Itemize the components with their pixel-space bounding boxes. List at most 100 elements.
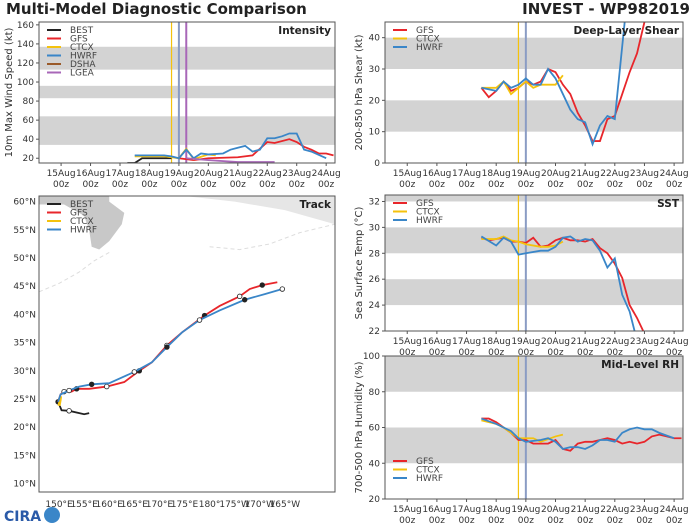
x-tick-hour: 00z (289, 180, 305, 190)
panel-title: Intensity (278, 25, 331, 37)
x-tick-label: 24Aug 00z (660, 337, 689, 358)
x-tick-hour: 00z (399, 180, 415, 190)
figure-title: Multi-Model Diagnostic Comparison (6, 0, 307, 18)
x-tick-label: 19Aug 00z (511, 169, 540, 190)
series-gfs (480, 22, 646, 142)
track-point-gfs (236, 293, 243, 300)
series-lgea (186, 157, 275, 163)
legend-label-gfs: GFS (416, 26, 434, 36)
x-tick-label: 22Aug 00z (600, 169, 629, 190)
x-tick-date: 18Aug (482, 169, 511, 179)
series-hwrf (481, 22, 626, 147)
legend-label-ctcx: CTCX (70, 217, 94, 227)
x-tick-date: 17Aug (452, 337, 481, 347)
x-tick-label: 19Aug 00z (511, 505, 540, 525)
y-tick-label: 45°N (13, 282, 36, 292)
track-point-hwrf (131, 369, 138, 375)
x-tick-label: 23Aug 00z (282, 169, 311, 190)
y-tick-label: 20 (369, 96, 381, 106)
x-tick-date: 16Aug (422, 505, 451, 515)
series-ctcx (481, 235, 564, 248)
x-tick-hour: 00z (259, 180, 275, 190)
x-tick-date: 17Aug (105, 169, 134, 179)
series-hwrf (134, 132, 327, 160)
y-tick-label: 160 (17, 21, 34, 31)
y-tick-label: 60 (369, 424, 381, 434)
x-tick-hour: 00z (53, 180, 69, 190)
x-tick-hour: 00z (607, 348, 623, 358)
x-tick-label: 24Aug 00z (312, 169, 341, 190)
series-hwrf (480, 235, 636, 331)
x-tick-label: 22Aug 00z (600, 505, 629, 525)
legend-label-hwrf: HWRF (416, 43, 443, 53)
track-point-hwrf (279, 286, 286, 292)
x-tick-label: 24Aug 00z (660, 505, 689, 525)
x-tick-date: 16Aug (422, 169, 451, 179)
x-tick-hour: 00z (200, 180, 216, 190)
x-tick-label: 19Aug 00z (164, 169, 193, 190)
track-point-hwrf (88, 381, 95, 388)
x-tick-date: 22Aug (253, 169, 282, 179)
y-tick-label: 25°N (13, 395, 36, 405)
x-tick-date: 19Aug (511, 505, 540, 515)
x-tick-label: 15Aug 00z (47, 169, 76, 190)
x-tick-date: 23Aug (630, 337, 659, 347)
x-tick-date: 15Aug (393, 505, 422, 515)
y-tick-label: 20 (23, 154, 35, 164)
x-tick-label: 180° (199, 500, 221, 510)
x-tick-date: 15Aug (393, 169, 422, 179)
plot-area (385, 195, 683, 331)
plot-frame (38, 21, 336, 164)
x-tick-hour: 00z (607, 516, 623, 525)
x-tick-date: 21Aug (223, 169, 252, 179)
legend-label-ctcx: CTCX (70, 43, 94, 53)
y-tick-label: 120 (17, 59, 34, 69)
x-tick-hour: 00z (399, 348, 415, 358)
y-tick-label: 40°N (13, 310, 36, 320)
x-tick-label: 15Aug 00z (393, 169, 422, 190)
x-tick-label: 21Aug 00z (571, 169, 600, 190)
legend-label-gfs: GFS (416, 457, 434, 467)
y-axis-label: 10m Max Wind Speed (kt) (4, 27, 15, 157)
y-axis-label: 700-500 hPa Humidity (%) (354, 361, 365, 493)
x-tick-hour: 00z (636, 348, 652, 358)
x-tick-label: 16Aug 00z (422, 337, 451, 358)
y-tick-label: 28 (369, 249, 381, 259)
y-tick-label: 40 (23, 135, 35, 145)
x-tick-label: 20Aug 00z (194, 169, 223, 190)
x-tick-date: 16Aug (422, 337, 451, 347)
plot-frame (38, 195, 336, 493)
x-tick-label: 20Aug 00z (541, 337, 570, 358)
x-tick-label: 17Aug 00z (452, 337, 481, 358)
x-tick-hour: 00z (429, 180, 445, 190)
y-tick-label: 32 (369, 197, 380, 207)
x-tick-date: 24Aug (660, 505, 689, 515)
panel-title: Mid-Level RH (601, 359, 679, 371)
plot-area (39, 196, 335, 492)
x-tick-date: 23Aug (630, 505, 659, 515)
x-tick-label: 16Aug 00z (422, 169, 451, 190)
plot-frame (384, 194, 684, 332)
panel-title: Deep-Layer Shear (573, 25, 679, 37)
x-tick-date: 20Aug (194, 169, 223, 179)
x-tick-hour: 00z (171, 180, 187, 190)
series-ctcx (481, 74, 564, 96)
legend-label-lgea: LGEA (70, 69, 95, 79)
legend-label-ctcx: CTCX (416, 208, 440, 218)
aleutian-islands (209, 223, 336, 251)
y-tick-label: 30 (369, 223, 381, 233)
x-tick-date: 19Aug (511, 169, 540, 179)
y-tick-label: 24 (369, 301, 381, 311)
y-tick-label: 60°N (13, 198, 36, 208)
y-tick-label: 30°N (13, 367, 36, 377)
x-tick-label: 170°W (244, 500, 275, 510)
x-tick-hour: 00z (141, 180, 157, 190)
panel-track: 10°N 15°N 20°N 25°N 30°N 35°N 40°N 45°N 50°N 55°N… (13, 195, 336, 510)
x-tick-hour: 00z (547, 180, 563, 190)
x-tick-hour: 00z (607, 180, 623, 190)
x-tick-date: 18Aug (482, 505, 511, 515)
track-point-hwrf (196, 317, 203, 323)
y-tick-label: 30 (369, 65, 381, 75)
